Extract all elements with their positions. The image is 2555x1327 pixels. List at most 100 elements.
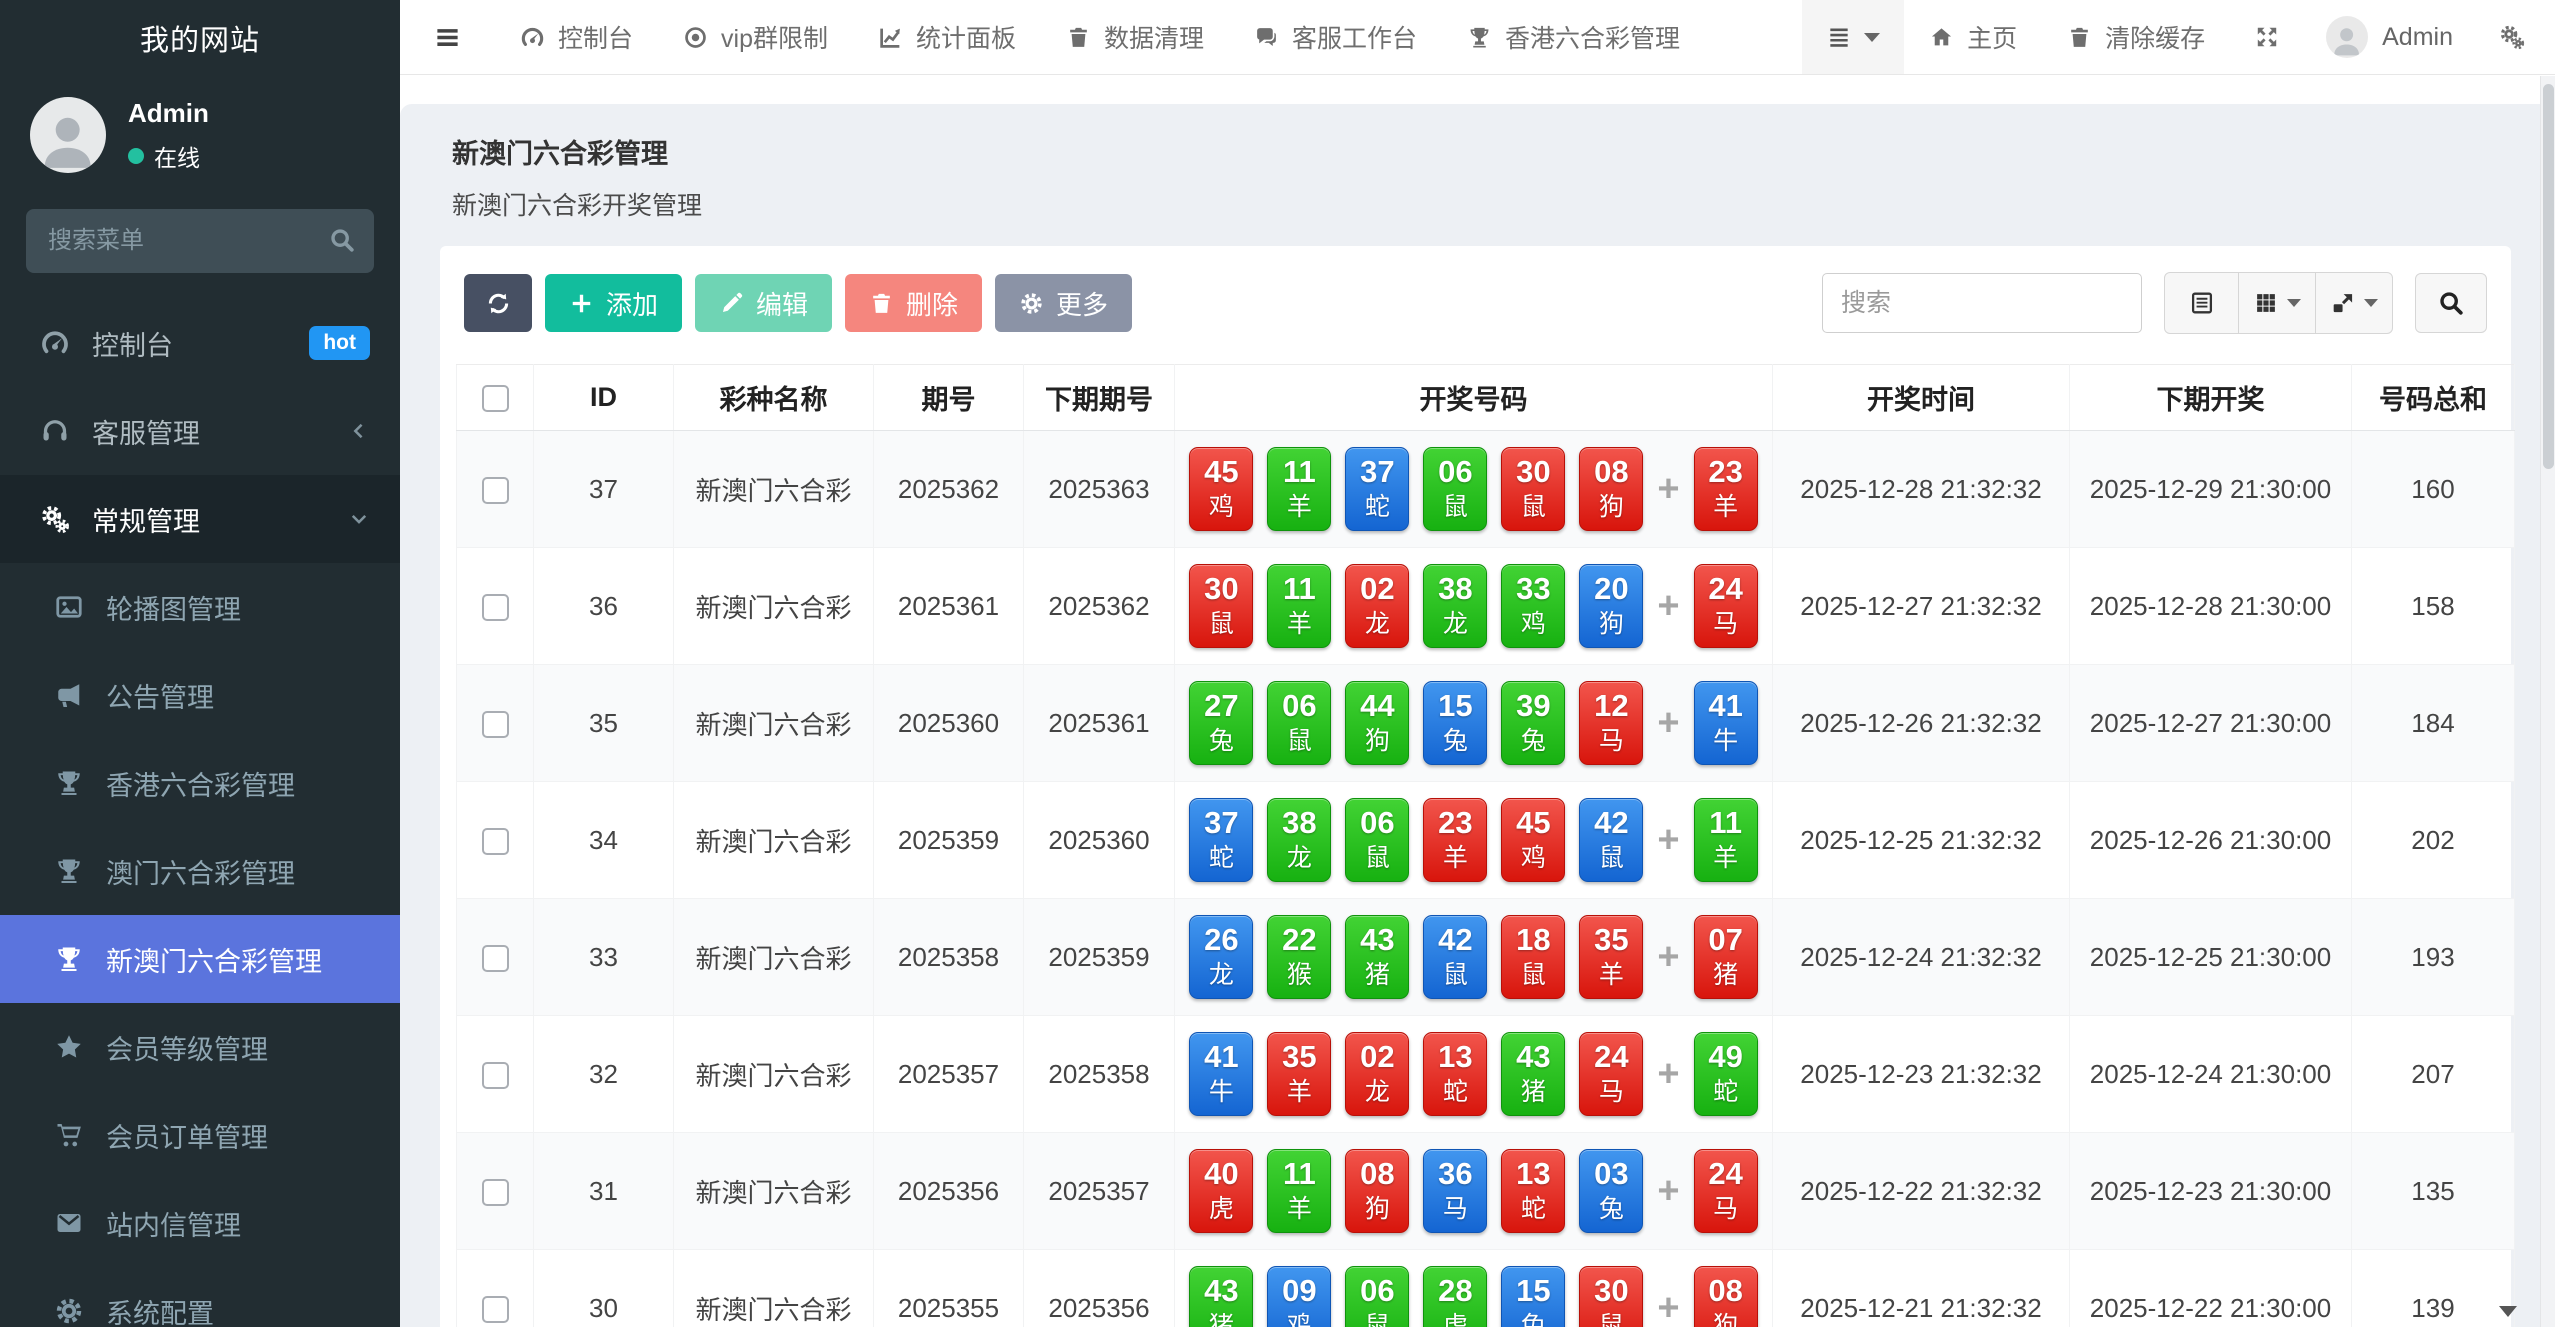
edit-button[interactable]: 编辑 <box>695 274 833 332</box>
row-checkbox[interactable] <box>481 711 509 739</box>
site-title[interactable]: 我的网站 <box>139 24 260 57</box>
sidebar-item[interactable]: 新澳门六合彩管理 <box>0 915 400 1003</box>
sidebar-item[interactable]: 客服管理 <box>0 387 400 475</box>
navbar-item[interactable]: 清除缓存 <box>2042 19 2230 55</box>
ball-zodiac: 鼠 <box>1442 492 1468 521</box>
navbar-item[interactable]: 控制台 <box>495 19 658 55</box>
trophy-icon <box>52 768 86 798</box>
row-numbers: 37 蛇 38 龙 06 鼠 23 羊 45 鸡 42 鼠 + 11 羊 <box>1174 781 1773 899</box>
column-header[interactable]: ID <box>533 364 674 431</box>
ball-number: 13 <box>1438 1039 1473 1075</box>
table-row[interactable]: 37 新澳门六合彩 2025362 2025363 45 鸡 11 羊 37 蛇 06 鼠 30… <box>456 430 2515 548</box>
row-sum: 160 <box>2351 430 2515 548</box>
row-lottery-name: 新澳门六合彩 <box>673 430 874 548</box>
row-draw-time: 2025-12-23 21:32:32 <box>1772 1015 2070 1133</box>
column-header[interactable]: 期号 <box>873 364 1024 431</box>
navbar-item[interactable]: 主页 <box>1904 19 2042 55</box>
sidebar-item[interactable]: 控制台 hot <box>0 299 400 387</box>
sidebar-item[interactable]: 会员订单管理 <box>0 1091 400 1179</box>
table-row[interactable]: 32 新澳门六合彩 2025357 2025358 41 牛 35 羊 02 龙 13 蛇 43… <box>456 1015 2515 1133</box>
ball-zodiac: 鸡 <box>1520 609 1546 638</box>
export-button[interactable] <box>2316 273 2392 333</box>
bonus-ball: 07 猪 <box>1693 915 1758 999</box>
ball-zodiac: 马 <box>1442 1194 1468 1223</box>
ball-zodiac: 猪 <box>1364 960 1390 989</box>
scrollbar-thumb[interactable] <box>2543 84 2554 469</box>
column-header[interactable]: 下期开奖 <box>2069 364 2352 431</box>
sidebar-item[interactable]: 澳门六合彩管理 <box>0 827 400 915</box>
number-ball: 37 蛇 <box>1345 447 1410 531</box>
navbar-right-menu: 主页 清除缓存 <box>1904 0 2230 74</box>
refresh-button[interactable] <box>464 274 532 332</box>
column-header[interactable]: 开奖号码 <box>1174 364 1773 431</box>
ball-number: 11 <box>1709 805 1742 841</box>
more-button[interactable]: 更多 <box>995 274 1133 332</box>
number-ball: 38 龙 <box>1423 564 1488 648</box>
row-checkbox[interactable] <box>481 477 509 505</box>
number-ball: 40 虎 <box>1189 1149 1254 1233</box>
navbar-item[interactable]: 数据清理 <box>1041 19 1229 55</box>
table-search-input[interactable] <box>1822 273 2142 333</box>
navbar-item[interactable]: 统计面板 <box>853 19 1041 55</box>
sidebar-item[interactable]: 会员等级管理 <box>0 1003 400 1091</box>
sidebar-item[interactable]: 轮播图管理 <box>0 563 400 651</box>
sidebar-item[interactable]: 香港六合彩管理 <box>0 739 400 827</box>
column-header[interactable]: 彩种名称 <box>673 364 874 431</box>
ball-number: 30 <box>1516 454 1551 490</box>
drawn-balls: 45 鸡 11 羊 37 蛇 06 鼠 30 鼠 08 狗 <box>1189 447 1644 531</box>
drawn-balls: 40 虎 11 羊 08 狗 36 马 13 蛇 03 兔 <box>1189 1149 1644 1233</box>
ball-number: 11 <box>1283 1156 1316 1192</box>
sidebar-item[interactable]: 系统配置 <box>0 1267 400 1327</box>
ball-number: 18 <box>1516 922 1551 958</box>
column-header[interactable]: 号码总和 <box>2351 364 2515 431</box>
row-checkbox[interactable] <box>481 945 509 973</box>
row-checkbox[interactable] <box>481 828 509 856</box>
row-checkbox[interactable] <box>481 594 509 622</box>
column-header[interactable]: 开奖时间 <box>1772 364 2070 431</box>
scroll-down-caret-icon[interactable] <box>2499 1306 2517 1317</box>
navbar-item[interactable]: vip群限制 <box>658 19 853 55</box>
sidebar-item[interactable]: 公告管理 <box>0 651 400 739</box>
ball-zodiac: 羊 <box>1598 960 1624 989</box>
row-checkbox[interactable] <box>481 1179 509 1207</box>
table-row[interactable]: 31 新澳门六合彩 2025356 2025357 40 虎 11 羊 08 狗 36 马 13… <box>456 1132 2515 1250</box>
navbar-item-label: vip群限制 <box>721 25 828 53</box>
row-issue: 2025359 <box>873 781 1024 899</box>
column-header[interactable]: 下期期号 <box>1023 364 1175 431</box>
row-checkbox[interactable] <box>481 1296 509 1324</box>
navbar-menu: 控制台 vip群限制 统计面板 数据清理 客服工作台 香港六合彩管理 <box>495 0 1705 74</box>
delete-button[interactable]: 删除 <box>845 274 983 332</box>
navbar-item[interactable]: 客服工作台 <box>1229 19 1442 55</box>
ball-zodiac: 羊 <box>1286 492 1312 521</box>
ball-zodiac: 蛇 <box>1713 1077 1739 1106</box>
table-row[interactable]: 36 新澳门六合彩 2025361 2025362 30 鼠 11 羊 02 龙 38 龙 33… <box>456 547 2515 665</box>
sidebar-item[interactable]: 站内信管理 <box>0 1179 400 1267</box>
paging-toggle-button[interactable] <box>2165 273 2239 333</box>
number-ball: 44 狗 <box>1345 681 1410 765</box>
row-numbers: 43 猪 09 鸡 06 鼠 28 虎 15 兔 30 鼠 + 08 狗 <box>1174 1249 1773 1327</box>
search-icon[interactable] <box>328 226 356 254</box>
table-row[interactable]: 34 新澳门六合彩 2025359 2025360 37 蛇 38 龙 06 鼠 23 羊 45… <box>456 781 2515 899</box>
settings-button[interactable] <box>2475 0 2555 74</box>
columns-grid-icon <box>2253 290 2279 316</box>
sidebar-search-input[interactable] <box>26 209 374 273</box>
sidebar-toggle-button[interactable] <box>400 0 495 74</box>
table-row[interactable]: 35 新澳门六合彩 2025360 2025361 27 兔 06 鼠 44 狗 15 兔 39… <box>456 664 2515 782</box>
row-checkbox[interactable] <box>481 1062 509 1090</box>
navbar-user-menu[interactable]: Admin <box>2304 0 2475 74</box>
menu-list-dropdown-button[interactable] <box>1802 0 1905 74</box>
table-row[interactable]: 30 新澳门六合彩 2025355 2025356 43 猪 09 鸡 06 鼠 28 虎 15… <box>456 1249 2515 1327</box>
table-row[interactable]: 33 新澳门六合彩 2025358 2025359 26 龙 22 猴 43 猪 42 鼠 18… <box>456 898 2515 1016</box>
vertical-scrollbar[interactable] <box>2540 76 2555 1327</box>
fullscreen-button[interactable] <box>2230 0 2304 74</box>
sidebar-item[interactable]: 常规管理 <box>0 475 400 563</box>
navbar-item[interactable]: 香港六合彩管理 <box>1442 19 1705 55</box>
select-all-checkbox[interactable] <box>481 385 509 413</box>
search-button[interactable] <box>2415 273 2487 333</box>
add-button[interactable]: 添加 <box>545 274 683 332</box>
columns-button[interactable] <box>2239 273 2316 333</box>
user-name: Admin <box>128 97 209 128</box>
tachometer-icon <box>38 328 72 358</box>
ball-number: 20 <box>1594 571 1629 607</box>
row-numbers: 41 牛 35 羊 02 龙 13 蛇 43 猪 24 马 + 49 蛇 <box>1174 1015 1773 1133</box>
